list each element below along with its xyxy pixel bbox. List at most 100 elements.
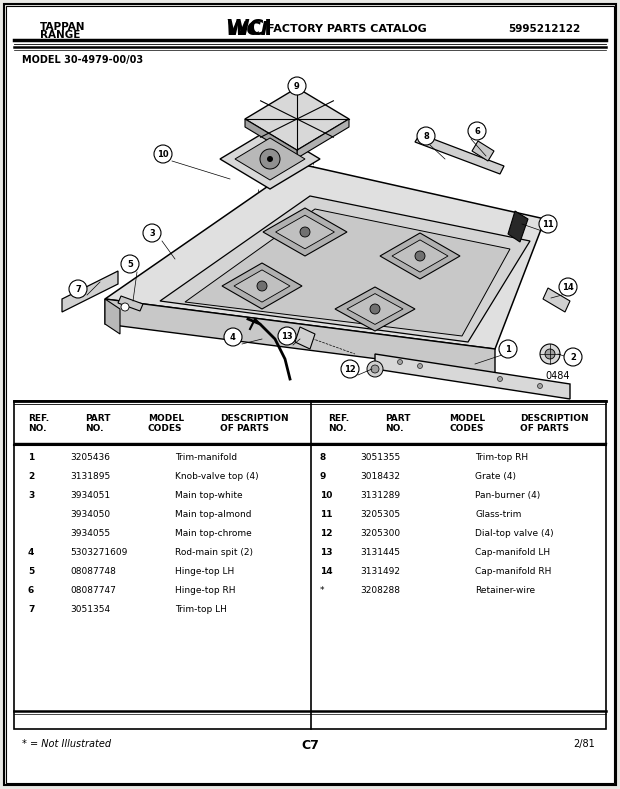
Text: WCI: WCI (226, 19, 272, 39)
Text: 5303271609: 5303271609 (70, 548, 127, 557)
Text: 3934051: 3934051 (70, 491, 110, 500)
Text: NO.: NO. (28, 424, 46, 433)
Text: 3051354: 3051354 (70, 605, 110, 614)
Text: CODES: CODES (148, 424, 182, 433)
Text: 3: 3 (28, 491, 34, 500)
Circle shape (278, 327, 296, 345)
Text: *: * (320, 586, 324, 595)
Text: PART: PART (85, 414, 110, 423)
Text: 9: 9 (294, 81, 300, 91)
Circle shape (121, 255, 139, 273)
Polygon shape (392, 240, 448, 272)
Text: 10: 10 (157, 149, 169, 159)
Text: 3208288: 3208288 (360, 586, 400, 595)
Text: NO.: NO. (328, 424, 347, 433)
Text: 5: 5 (28, 567, 34, 576)
Text: 12: 12 (344, 365, 356, 373)
Polygon shape (245, 88, 349, 150)
Text: MODEL 30-4979-00/03: MODEL 30-4979-00/03 (22, 55, 143, 65)
Text: 3131895: 3131895 (70, 472, 110, 481)
Circle shape (539, 215, 557, 233)
Text: 3131445: 3131445 (360, 548, 400, 557)
Circle shape (371, 365, 379, 373)
Text: 14: 14 (562, 282, 574, 291)
Text: 3131289: 3131289 (360, 491, 400, 500)
Text: 3934055: 3934055 (70, 529, 110, 538)
Text: 3205300: 3205300 (360, 529, 400, 538)
Text: 3018432: 3018432 (360, 472, 400, 481)
Circle shape (154, 145, 172, 163)
Text: PART: PART (385, 414, 410, 423)
Circle shape (417, 364, 422, 368)
Text: Trim-top RH: Trim-top RH (475, 453, 528, 462)
Text: Dial-top valve (4): Dial-top valve (4) (475, 529, 554, 538)
Polygon shape (335, 287, 415, 331)
Polygon shape (380, 233, 460, 279)
Text: 7: 7 (75, 285, 81, 294)
Polygon shape (295, 327, 315, 349)
Polygon shape (105, 299, 495, 374)
Text: 4: 4 (28, 548, 34, 557)
Text: NO.: NO. (385, 424, 404, 433)
Circle shape (288, 77, 306, 95)
Text: C7: C7 (301, 739, 319, 752)
Circle shape (468, 122, 486, 140)
Polygon shape (263, 208, 347, 256)
Text: 12: 12 (320, 529, 332, 538)
Text: 8: 8 (423, 132, 429, 140)
Polygon shape (543, 288, 570, 312)
Text: 6: 6 (28, 586, 34, 595)
Circle shape (341, 360, 359, 378)
Text: Main top-white: Main top-white (175, 491, 242, 500)
Text: WCI: WCI (226, 20, 269, 39)
Text: 11: 11 (320, 510, 332, 519)
Text: 2: 2 (570, 353, 576, 361)
Circle shape (397, 360, 402, 365)
Text: Trim-manifold: Trim-manifold (175, 453, 237, 462)
Polygon shape (415, 134, 504, 174)
Circle shape (267, 156, 273, 162)
Polygon shape (375, 354, 570, 399)
Circle shape (538, 383, 542, 388)
Text: 5995212122: 5995212122 (508, 24, 580, 34)
Polygon shape (222, 263, 302, 309)
Circle shape (143, 224, 161, 242)
Circle shape (415, 251, 425, 261)
Text: DESCRIPTION: DESCRIPTION (520, 414, 588, 423)
Text: 13: 13 (281, 331, 293, 341)
Polygon shape (234, 270, 290, 302)
Text: 9: 9 (320, 472, 326, 481)
Text: DESCRIPTION: DESCRIPTION (220, 414, 289, 423)
Text: 3051355: 3051355 (360, 453, 401, 462)
Circle shape (559, 278, 577, 296)
Text: Rod-main spit (2): Rod-main spit (2) (175, 548, 253, 557)
Text: 11: 11 (542, 219, 554, 229)
Text: Main top-chrome: Main top-chrome (175, 529, 252, 538)
Polygon shape (276, 215, 334, 249)
Text: 6: 6 (474, 126, 480, 136)
Text: Knob-valve top (4): Knob-valve top (4) (175, 472, 259, 481)
Text: 13: 13 (320, 548, 332, 557)
Text: 08087747: 08087747 (70, 586, 116, 595)
Text: 3131492: 3131492 (360, 567, 400, 576)
Text: 4: 4 (230, 332, 236, 342)
Circle shape (499, 340, 517, 358)
Text: 3205436: 3205436 (70, 453, 110, 462)
Text: 3205305: 3205305 (360, 510, 400, 519)
Text: RANGE: RANGE (40, 30, 81, 40)
Polygon shape (245, 119, 297, 159)
Text: 10: 10 (320, 491, 332, 500)
Text: 7: 7 (28, 605, 34, 614)
Polygon shape (472, 141, 494, 161)
Text: CODES: CODES (449, 424, 484, 433)
Circle shape (121, 303, 129, 311)
Polygon shape (62, 271, 118, 312)
Text: MODEL: MODEL (449, 414, 485, 423)
Text: 0484: 0484 (546, 371, 570, 381)
Polygon shape (235, 138, 305, 180)
Text: OF PARTS: OF PARTS (220, 424, 269, 433)
Circle shape (260, 149, 280, 169)
Circle shape (370, 304, 380, 314)
Circle shape (224, 328, 242, 346)
Text: Grate (4): Grate (4) (475, 472, 516, 481)
